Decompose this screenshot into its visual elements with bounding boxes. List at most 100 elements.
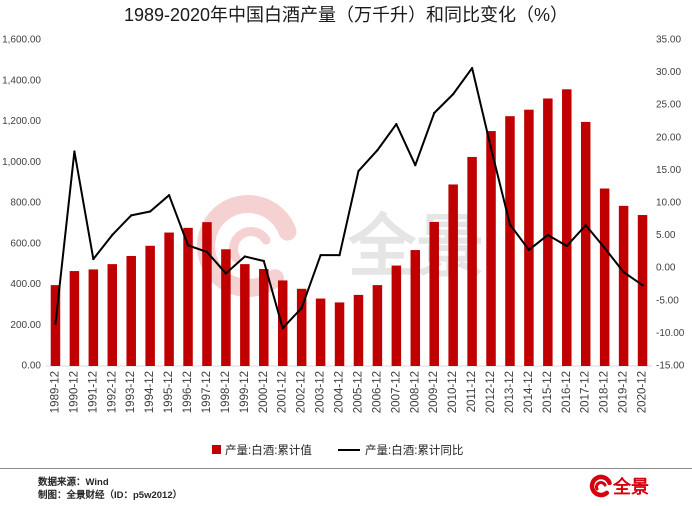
x-tick-label: 2001-12 (277, 371, 289, 413)
bar-2019-12 (618, 205, 629, 366)
bar-1999-12 (240, 264, 250, 366)
x-tick-label: 2014-12 (523, 371, 535, 413)
footer-source: 数据来源：Wind (37, 476, 109, 488)
line-point-2019-12 (622, 271, 625, 274)
x-tick-label: 2006-12 (371, 371, 383, 413)
line-point-2008-12 (414, 164, 417, 167)
line-point-1990-12 (73, 150, 76, 153)
line-point-2011-12 (470, 66, 474, 70)
y-left-tick-label: 1,000.00 (2, 157, 41, 168)
x-tick-label: 1996-12 (182, 371, 194, 413)
y-right-tick-label: 20.00 (656, 132, 681, 143)
bar-2011-12 (467, 156, 477, 366)
y-right-tick-label: -10.00 (656, 328, 685, 339)
bar-2014-12 (524, 109, 534, 367)
bar-2009-12 (429, 221, 439, 366)
line-point-2004-12 (338, 254, 341, 257)
bar-1991-12 (88, 269, 99, 366)
x-tick-label: 1989-12 (49, 371, 61, 413)
line-point-2017-12 (584, 224, 587, 227)
line-point-1993-12 (130, 214, 133, 217)
x-tick-label: 1992-12 (106, 371, 118, 413)
y-right-tick-label: 10.00 (656, 198, 681, 209)
bar-2006-12 (372, 285, 383, 366)
y-left-tick-label: 1,600.00 (2, 35, 41, 46)
y-right-tick-label: 5.00 (656, 230, 676, 241)
x-tick-label: 2004-12 (334, 371, 346, 413)
bar-1993-12 (126, 255, 136, 366)
y-right-tick-label: 35.00 (656, 35, 681, 46)
y-right-tick-label: -15.00 (656, 361, 685, 372)
y-left-tick-label: 0.00 (22, 361, 42, 372)
legend-label-bar: 产量:白酒:累计值 (225, 443, 312, 457)
line-points (54, 66, 644, 330)
bar-2018-12 (599, 188, 610, 366)
x-tick-label: 2005-12 (352, 371, 364, 413)
line-point-1997-12 (205, 250, 209, 253)
x-axis: 1989-12 1990-12 1991-12 1992-12 1993-12 1994-… (49, 371, 648, 413)
legend: 产量:白酒:累计值 产量:白酒:累计同比 (212, 443, 463, 457)
bar-2003-12 (315, 298, 326, 366)
line-point-1995-12 (167, 194, 171, 197)
bar-1989-12 (50, 285, 61, 366)
line-point-2010-12 (452, 93, 455, 96)
bar-2020-12 (637, 215, 648, 366)
line-point-2016-12 (565, 244, 568, 248)
line-point-2001-12 (281, 327, 284, 330)
bar-2008-12 (410, 250, 421, 366)
x-tick-label: 2012-12 (485, 371, 497, 413)
bar-1992-12 (107, 264, 118, 366)
bar-2015-12 (543, 98, 553, 366)
line-point-1992-12 (111, 233, 114, 237)
y-left-tick-label: 400.00 (10, 279, 41, 290)
bar-2007-12 (391, 265, 402, 366)
line-point-2002-12 (300, 306, 303, 310)
line-point-2012-12 (489, 147, 493, 150)
bar-2002-12 (296, 288, 307, 366)
y-right-tick-label: 25.00 (656, 100, 681, 111)
line-point-1989-12 (54, 322, 57, 325)
bar-1997-12 (202, 222, 212, 366)
x-tick-label: 1991-12 (87, 371, 99, 413)
line-point-2007-12 (395, 123, 398, 126)
x-tick-label: 2018-12 (599, 371, 611, 413)
bar-2016-12 (562, 89, 572, 367)
bar-series (50, 89, 648, 367)
line-point-1991-12 (92, 257, 95, 261)
line-point-2014-12 (527, 248, 531, 252)
bar-1998-12 (221, 249, 231, 366)
chart-title: 1989-2020年中国白酒产量（万千升）和同比变化（%） (124, 5, 568, 25)
line-point-1998-12 (224, 272, 228, 275)
x-tick-label: 1990-12 (68, 371, 80, 413)
footer-credit: 制图：全景财经（ID：p5w2012） (38, 489, 182, 501)
y-left-axis: 0.00 200.00 400.00 600.00 800.00 1,000.00 1,20… (2, 35, 41, 372)
y-left-tick-label: 800.00 (10, 198, 41, 209)
x-tick-label: 1994-12 (144, 371, 156, 413)
bar-1994-12 (145, 245, 155, 366)
x-tick-label: 2003-12 (315, 371, 327, 413)
line-point-2013-12 (508, 223, 512, 226)
x-tick-label: 1998-12 (220, 371, 232, 413)
x-tick-label: 1993-12 (125, 371, 137, 413)
line-point-2000-12 (262, 259, 265, 263)
y-right-tick-label: -5.00 (656, 295, 679, 306)
x-tick-label: 2011-12 (466, 371, 478, 412)
bar-2010-12 (448, 184, 458, 366)
bar-2004-12 (334, 302, 345, 366)
x-tick-label: 2020-12 (637, 371, 649, 413)
x-tick-label: 2008-12 (409, 371, 421, 413)
y-left-tick-label: 1,400.00 (2, 75, 41, 86)
y-left-tick-label: 1,200.00 (2, 116, 41, 127)
bar-2013-12 (505, 116, 515, 366)
line-point-2009-12 (433, 111, 436, 115)
x-tick-label: 2016-12 (561, 371, 573, 413)
x-tick-label: 2019-12 (618, 371, 630, 413)
y-right-tick-label: 0.00 (656, 263, 676, 274)
bar-2005-12 (353, 294, 364, 366)
brand-logo: 全景 (589, 474, 649, 498)
x-tick-label: 2017-12 (580, 371, 592, 413)
x-tick-label: 2009-12 (428, 371, 440, 413)
y-left-tick-label: 600.00 (10, 238, 41, 249)
y-right-tick-label: 30.00 (656, 67, 681, 78)
line-point-1999-12 (243, 255, 246, 258)
